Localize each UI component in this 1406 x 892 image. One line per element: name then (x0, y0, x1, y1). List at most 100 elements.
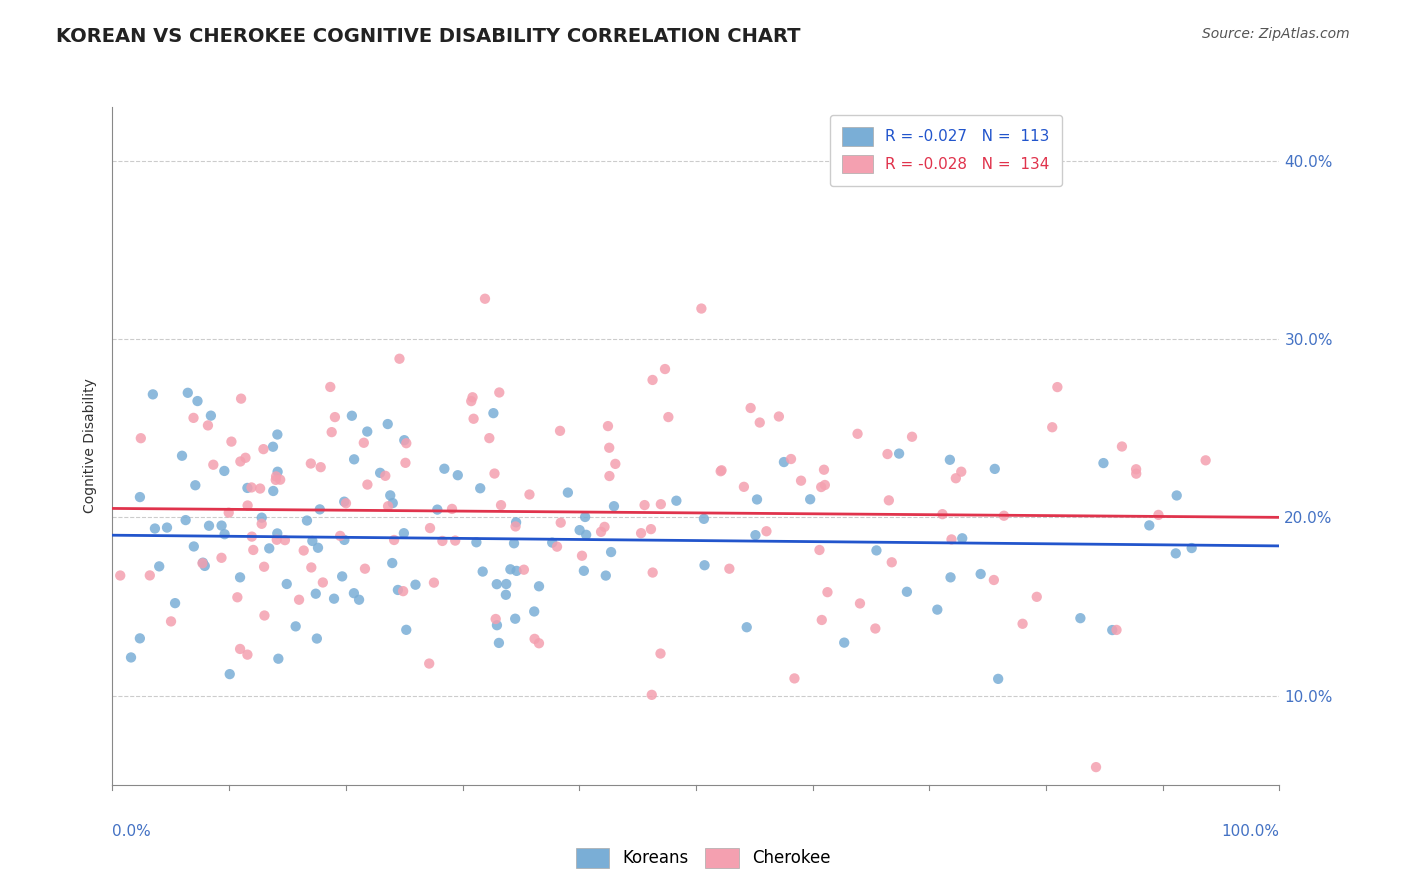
Point (735, 620, 758, 634)
Point (395, 436, 418, 450)
Point (335, 496, 357, 510)
Point (1101, 623, 1123, 637)
Point (849, 597, 872, 611)
Point (1092, 456, 1115, 470)
Point (356, 477, 378, 491)
Point (463, 411, 485, 425)
Point (633, 498, 655, 512)
Point (519, 487, 541, 501)
Point (295, 514, 318, 528)
Point (165, 596, 187, 610)
Point (596, 419, 619, 434)
Point (405, 577, 427, 591)
Point (299, 457, 322, 471)
Point (927, 602, 949, 616)
Point (170, 449, 193, 463)
Point (527, 636, 550, 650)
Point (382, 533, 405, 547)
Point (343, 586, 366, 600)
Point (941, 533, 963, 547)
Point (693, 512, 716, 526)
Point (783, 672, 806, 686)
Legend: Koreans, Cherokee: Koreans, Cherokee (569, 841, 837, 875)
Point (568, 523, 591, 537)
Point (984, 462, 1007, 476)
Point (733, 480, 755, 494)
Point (896, 584, 918, 599)
Point (548, 424, 571, 438)
Point (156, 520, 179, 534)
Point (1069, 611, 1091, 625)
Point (432, 533, 454, 548)
Point (939, 570, 962, 584)
Point (250, 516, 273, 531)
Point (276, 577, 298, 591)
Point (1046, 380, 1069, 394)
Point (488, 385, 510, 400)
Point (1105, 623, 1128, 637)
Point (523, 632, 546, 646)
Point (354, 562, 377, 576)
Point (253, 559, 276, 574)
Point (129, 490, 152, 504)
Point (252, 442, 274, 457)
Point (262, 483, 284, 498)
Point (603, 499, 626, 513)
Point (242, 543, 264, 558)
Point (505, 519, 527, 533)
Point (395, 623, 418, 637)
Point (865, 622, 887, 636)
Point (194, 558, 217, 573)
Point (641, 688, 664, 702)
Point (1040, 420, 1063, 434)
Point (482, 406, 505, 420)
Point (505, 516, 527, 530)
Text: 100.0%: 100.0% (1222, 824, 1279, 838)
Point (343, 452, 366, 467)
Point (465, 535, 488, 549)
Point (129, 431, 152, 445)
Point (444, 533, 467, 548)
Point (211, 518, 233, 533)
Point (657, 410, 679, 425)
Point (274, 533, 297, 548)
Point (299, 560, 322, 574)
Point (939, 452, 962, 467)
Point (593, 520, 616, 534)
Point (641, 373, 664, 387)
Point (600, 545, 623, 559)
Point (202, 458, 225, 472)
Point (1194, 453, 1216, 467)
Point (745, 492, 768, 507)
Point (931, 507, 953, 521)
Point (808, 543, 831, 558)
Point (329, 529, 352, 543)
Point (640, 522, 662, 536)
Point (177, 385, 200, 400)
Point (605, 457, 627, 471)
Point (262, 440, 284, 454)
Point (321, 425, 343, 439)
Point (198, 518, 221, 533)
Point (550, 516, 572, 530)
Point (1025, 590, 1047, 604)
Point (574, 510, 596, 524)
Point (755, 524, 778, 539)
Point (323, 591, 346, 606)
Point (264, 473, 287, 487)
Point (249, 482, 271, 496)
Point (312, 575, 335, 590)
Point (814, 478, 837, 492)
Point (426, 502, 449, 516)
Point (191, 556, 214, 570)
Point (160, 615, 183, 629)
Point (308, 502, 330, 516)
Point (447, 468, 470, 483)
Point (495, 577, 517, 591)
Point (214, 464, 236, 478)
Point (460, 394, 482, 409)
Point (485, 618, 508, 632)
Point (901, 430, 924, 444)
Point (571, 549, 593, 563)
Point (505, 564, 527, 578)
